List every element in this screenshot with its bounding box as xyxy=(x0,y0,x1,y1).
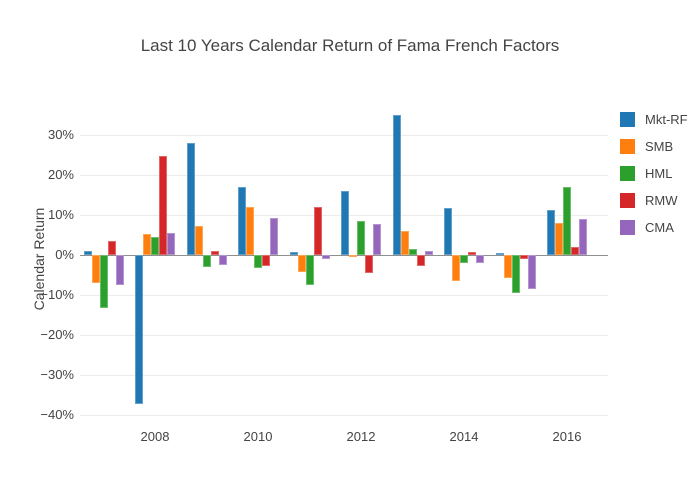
bar-hml-2010 xyxy=(254,255,262,268)
x-tick-label: 2014 xyxy=(449,429,479,444)
legend-label: Mkt-RF xyxy=(645,112,688,127)
zero-line xyxy=(80,254,608,256)
legend-label: RMW xyxy=(645,193,678,208)
bar-rmw-2011 xyxy=(313,207,322,255)
bar-hml-2013 xyxy=(408,249,417,255)
bar-rmw-2012 xyxy=(365,255,373,274)
bar-smb-2015 xyxy=(503,255,512,278)
bar-cma-2015 xyxy=(527,255,536,290)
chart-title: Last 10 Years Calendar Return of Fama Fr… xyxy=(140,36,560,55)
bar-cma-2008 xyxy=(167,232,175,255)
bar-rmw-2015 xyxy=(519,255,528,260)
bar-cma-2014 xyxy=(476,255,484,263)
legend: Mkt-RF SMB HML RMW CMA xyxy=(620,106,688,241)
y-tick-label: −30% xyxy=(40,367,74,382)
bar-cma-2007 xyxy=(115,255,124,285)
bar-mkt-rf-2016 xyxy=(547,209,555,255)
bar-mkt-rf-2010 xyxy=(238,186,246,255)
bar-hml-2009 xyxy=(202,255,211,267)
bar-mkt-rf-2011 xyxy=(289,252,298,255)
bar-cma-2010 xyxy=(270,218,278,255)
bar-mkt-rf-2009 xyxy=(186,143,195,255)
bar-mkt-rf-2015 xyxy=(495,253,504,255)
bar-mkt-rf-2008 xyxy=(135,255,143,405)
legend-item-smb[interactable]: SMB xyxy=(620,133,688,160)
bar-hml-2007 xyxy=(99,255,108,309)
bar-rmw-2009 xyxy=(210,251,219,255)
bar-rmw-2016 xyxy=(571,246,579,255)
y-tick-label: 20% xyxy=(47,167,74,182)
legend-label: SMB xyxy=(645,139,674,154)
legend-item-cma[interactable]: CMA xyxy=(620,214,688,241)
bar-rmw-2008 xyxy=(159,155,167,255)
legend-swatch-icon xyxy=(620,166,635,181)
legend-swatch-icon xyxy=(620,112,635,127)
bar-mkt-rf-2013 xyxy=(392,115,401,255)
gridline xyxy=(80,294,608,296)
bar-smb-2007 xyxy=(91,255,100,283)
legend-swatch-icon xyxy=(620,193,635,208)
bar-rmw-2007 xyxy=(107,240,116,255)
bar-mkt-rf-2012 xyxy=(341,190,349,255)
bar-hml-2015 xyxy=(511,255,520,294)
legend-item-mkt-rf[interactable]: Mkt-RF xyxy=(620,106,688,133)
y-tick-label: −10% xyxy=(40,287,74,302)
legend-item-hml[interactable]: HML xyxy=(620,160,688,187)
x-tick-label: 2008 xyxy=(140,429,170,444)
bar-cma-2011 xyxy=(321,255,330,259)
plot-area xyxy=(80,95,608,423)
legend-label: CMA xyxy=(645,220,674,235)
x-tick-label: 2010 xyxy=(243,429,273,444)
bar-smb-2010 xyxy=(246,206,254,255)
y-tick-label: 10% xyxy=(47,207,74,222)
bar-hml-2011 xyxy=(305,255,314,285)
bar-smb-2013 xyxy=(400,231,409,255)
bar-cma-2012 xyxy=(373,223,381,255)
bar-smb-2012 xyxy=(349,255,357,257)
y-tick-label: 0% xyxy=(55,247,74,262)
bar-smb-2016 xyxy=(555,223,563,255)
bar-hml-2014 xyxy=(460,255,468,264)
bar-mkt-rf-2014 xyxy=(444,208,452,255)
gridline xyxy=(80,374,608,376)
bar-hml-2008 xyxy=(151,236,159,255)
legend-label: HML xyxy=(645,166,673,181)
bar-hml-2016 xyxy=(563,187,571,255)
gridline xyxy=(80,174,608,176)
bar-hml-2012 xyxy=(357,221,365,255)
bar-rmw-2013 xyxy=(416,255,425,266)
legend-swatch-icon xyxy=(620,220,635,235)
bar-smb-2008 xyxy=(143,234,151,255)
x-tick-label: 2012 xyxy=(346,429,376,444)
bar-cma-2013 xyxy=(424,251,433,255)
bar-mkt-rf-2007 xyxy=(83,250,92,255)
y-tick-label: 30% xyxy=(47,127,74,142)
gridline xyxy=(80,334,608,336)
gridline xyxy=(80,134,608,136)
bar-rmw-2014 xyxy=(468,252,476,255)
bar-rmw-2010 xyxy=(262,255,270,266)
bar-cma-2016 xyxy=(579,219,587,255)
y-tick-label: −40% xyxy=(40,407,74,422)
x-tick-label: 2016 xyxy=(552,429,582,444)
legend-item-rmw[interactable]: RMW xyxy=(620,187,688,214)
bar-cma-2009 xyxy=(218,255,227,266)
bar-smb-2011 xyxy=(297,255,306,272)
y-tick-label: −20% xyxy=(40,327,74,342)
legend-swatch-icon xyxy=(620,139,635,154)
gridline xyxy=(80,414,608,416)
bar-smb-2009 xyxy=(194,225,203,255)
bar-smb-2014 xyxy=(452,255,460,282)
